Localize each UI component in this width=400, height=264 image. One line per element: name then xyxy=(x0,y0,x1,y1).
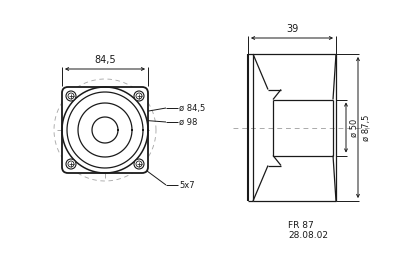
Text: ø 87,5: ø 87,5 xyxy=(362,114,371,141)
Circle shape xyxy=(136,93,142,99)
Text: 5x7: 5x7 xyxy=(179,181,195,190)
Circle shape xyxy=(66,91,76,101)
Circle shape xyxy=(134,91,144,101)
Circle shape xyxy=(66,159,76,169)
FancyBboxPatch shape xyxy=(62,87,148,173)
Text: 84,5: 84,5 xyxy=(94,55,116,65)
Text: ø 84,5: ø 84,5 xyxy=(179,103,205,112)
Text: 28.08.02: 28.08.02 xyxy=(288,232,328,241)
Text: ø 50: ø 50 xyxy=(350,118,359,137)
Text: FR 87: FR 87 xyxy=(288,221,314,230)
Text: 39: 39 xyxy=(286,24,298,34)
Circle shape xyxy=(68,93,74,99)
Circle shape xyxy=(134,159,144,169)
Circle shape xyxy=(68,161,74,167)
Circle shape xyxy=(136,161,142,167)
Bar xyxy=(52,77,158,183)
Text: ø 98: ø 98 xyxy=(179,117,197,126)
